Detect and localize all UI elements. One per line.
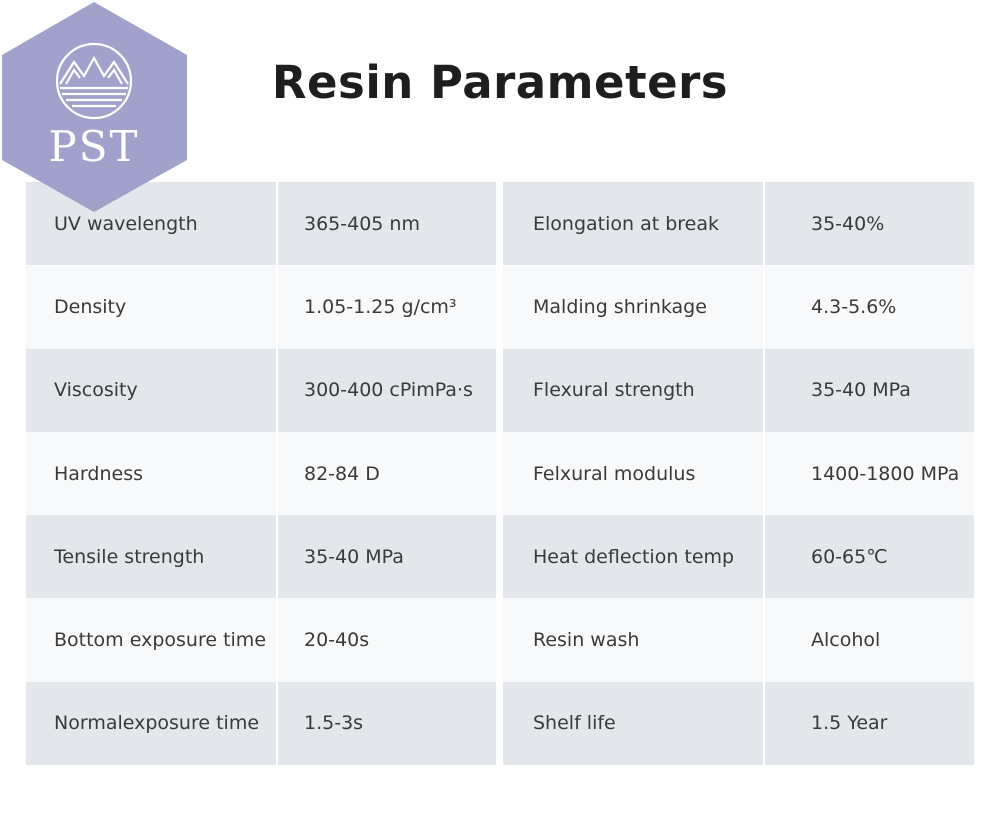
table-row: Elongation at break 35-40% [503, 182, 974, 266]
column-divider [496, 182, 503, 765]
logo-hexagon [2, 2, 187, 212]
param-value: 82-84 D [304, 462, 380, 485]
param-value: 1.5-3s [304, 712, 364, 735]
param-value: 300-400 cPimPa·s [304, 379, 473, 402]
param-value: 35-40% [811, 212, 885, 235]
param-label: Shelf life [503, 681, 765, 766]
param-label: Bottom exposure time [26, 598, 278, 682]
param-label: Elongation at break [503, 182, 765, 266]
param-label: Resin wash [503, 598, 765, 682]
param-value: 1400-1800 MPa [811, 462, 960, 485]
param-value: 20-40s [304, 629, 370, 652]
parameters-table-left: UV wavelength 365-405 nm Density 1.05-1.… [26, 182, 496, 766]
param-value: 60-65℃ [811, 545, 888, 568]
param-label: Normalexposure time [26, 681, 278, 766]
param-value: 4.3-5.6% [811, 295, 897, 318]
table-row: Hardness 82-84 D [26, 431, 496, 516]
param-label: Flexural strength [503, 348, 765, 432]
param-value: Alcohol [811, 629, 881, 652]
param-value: 1.05-1.25 g/cm³ [304, 295, 457, 318]
param-label: Malding shrinkage [503, 265, 765, 349]
table-row: Density 1.05-1.25 g/cm³ [26, 265, 496, 349]
param-label: Hardness [26, 431, 278, 516]
param-label: UV wavelength [26, 182, 278, 266]
param-label: Viscosity [26, 348, 278, 432]
param-label: Heat deflection temp [503, 515, 765, 599]
table-row: Resin wash Alcohol [503, 598, 974, 682]
logo-text: PST [48, 122, 140, 171]
table-row: Flexural strength 35-40 MPa [503, 348, 974, 432]
table-row: Shelf life 1.5 Year [503, 681, 974, 766]
param-label: Tensile strength [26, 515, 278, 599]
param-value: 365-405 nm [304, 212, 420, 235]
table-row: Tensile strength 35-40 MPa [26, 515, 496, 599]
table-row: Malding shrinkage 4.3-5.6% [503, 265, 974, 349]
table-row: Normalexposure time 1.5-3s [26, 681, 496, 766]
page-title: Resin Parameters [271, 56, 729, 109]
param-value: 35-40 MPa [811, 379, 911, 402]
table-row: Heat deflection temp 60-65℃ [503, 515, 974, 599]
table-row: Felxural modulus 1400-1800 MPa [503, 431, 974, 516]
param-label: Felxural modulus [503, 431, 765, 516]
param-value: 35-40 MPa [304, 545, 404, 568]
pst-logo: PST [0, 0, 190, 212]
table-row: Viscosity 300-400 cPimPa·s [26, 348, 496, 432]
parameters-table-right: Elongation at break 35-40% Malding shrin… [503, 182, 974, 766]
mountain-emblem-icon [55, 42, 133, 120]
table-row: Bottom exposure time 20-40s [26, 598, 496, 682]
param-label: Density [26, 265, 278, 349]
param-value: 1.5 Year [811, 712, 888, 735]
